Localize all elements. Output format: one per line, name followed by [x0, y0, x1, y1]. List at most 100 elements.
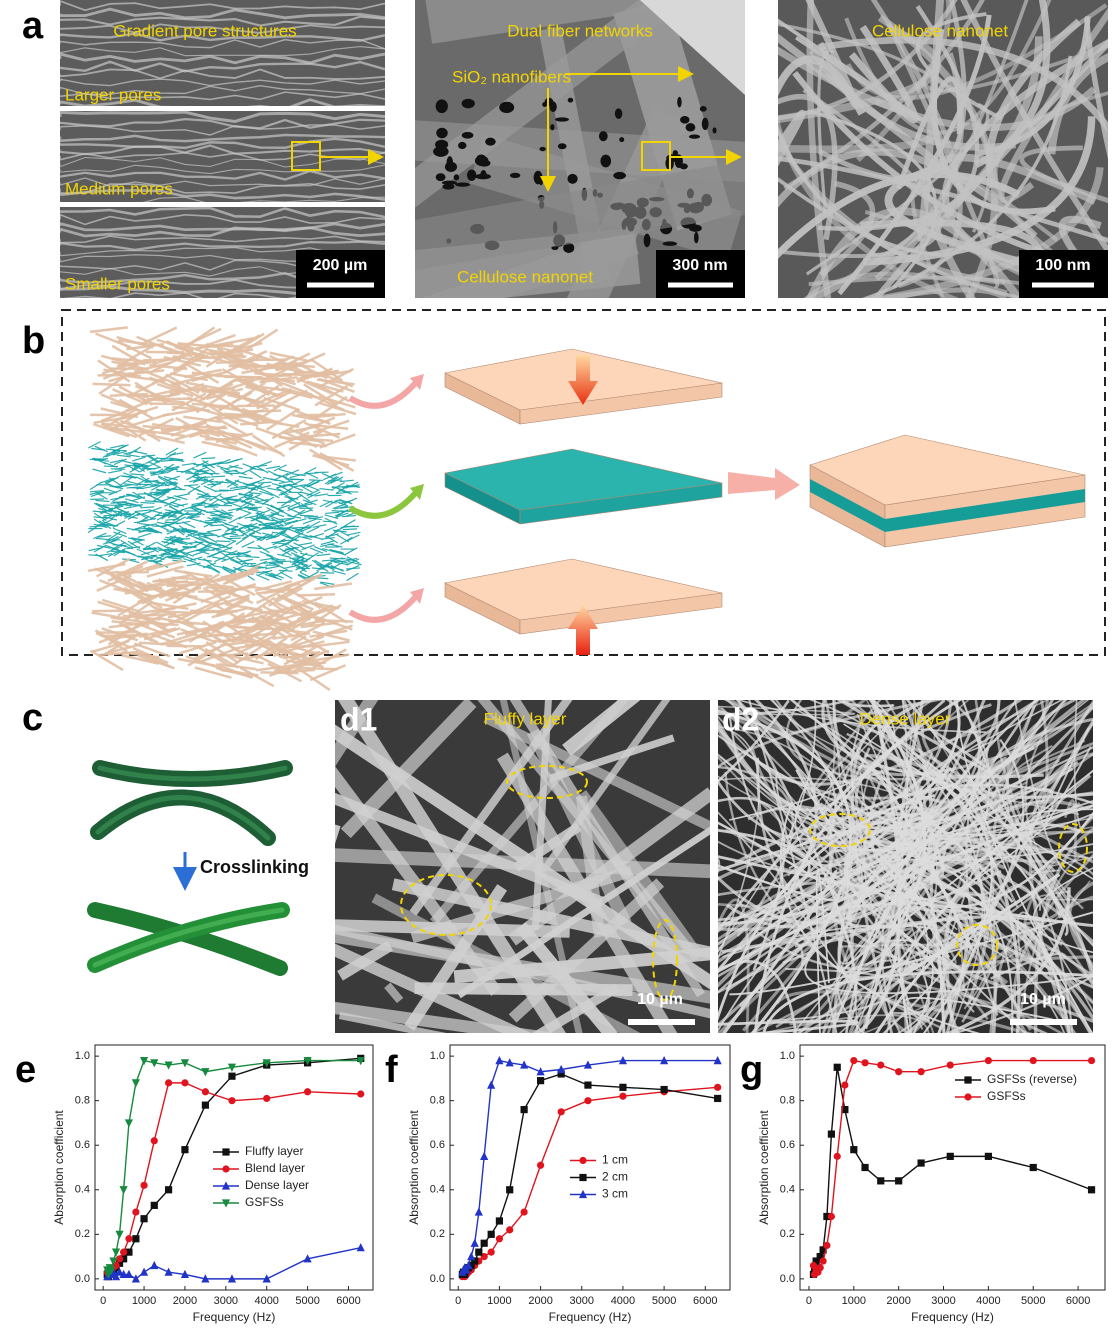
pore-wall: [60, 111, 385, 123]
micrograph: [718, 700, 1093, 1033]
fiber: [228, 465, 243, 470]
fiber: [718, 829, 811, 929]
marker: [221, 1181, 231, 1190]
fiber: [269, 662, 306, 677]
fiber: [256, 511, 270, 520]
fiber: [775, 990, 1033, 1033]
fiber: [179, 512, 194, 516]
y-tick-label: 0.2: [75, 1228, 90, 1240]
fiber: [258, 522, 273, 527]
fiber: [264, 565, 279, 570]
marker: [495, 1235, 504, 1243]
fiber: [194, 540, 208, 547]
fiber: [215, 462, 230, 465]
fiber: [245, 328, 279, 352]
marker: [917, 1159, 925, 1167]
pore-wall: [60, 15, 385, 27]
fiber: [196, 476, 211, 479]
marker: [124, 1269, 134, 1279]
fiber: [140, 475, 153, 485]
fiber: [817, 49, 835, 215]
fiber: [203, 485, 217, 493]
x-tick-label: 5000: [295, 1295, 319, 1307]
fiber: [222, 567, 236, 574]
marker: [120, 1248, 128, 1256]
marker: [850, 1146, 858, 1154]
fiber: [112, 388, 148, 406]
fiber: [92, 422, 130, 438]
pore-wall: [60, 133, 385, 143]
pore: [614, 108, 623, 119]
marker: [619, 1083, 627, 1091]
fiber: [778, 0, 958, 121]
pore-wall: [60, 68, 385, 80]
fiber: [336, 534, 349, 543]
fiber: [288, 430, 323, 451]
fiber: [155, 524, 169, 531]
fiber: [267, 487, 282, 492]
pore: [550, 124, 555, 131]
marker: [303, 1088, 312, 1096]
press-arrow: [568, 355, 598, 405]
fiber: [150, 601, 189, 611]
fiber: [198, 536, 212, 544]
pore-wall: [60, 60, 385, 73]
x-tick-label: 5000: [652, 1295, 676, 1307]
fiber: [109, 632, 148, 641]
fiber: [168, 555, 183, 558]
fiber: [321, 472, 336, 480]
fiber: [123, 472, 137, 479]
fiber: [215, 585, 253, 596]
fiber: [169, 452, 184, 456]
fiber: [315, 618, 354, 623]
fiber: [307, 520, 321, 529]
scale-label: 200 µm: [313, 257, 368, 274]
fiber: [292, 649, 330, 665]
fiber: [718, 859, 935, 925]
fiber: [300, 666, 339, 671]
fiber: [239, 492, 253, 500]
fiber: [844, 918, 1093, 1023]
fiber: [170, 372, 208, 382]
series-line: [106, 1057, 361, 1279]
marker: [506, 1186, 514, 1194]
fiber: [279, 571, 293, 580]
fiber: [178, 641, 216, 655]
fiber: [110, 501, 125, 504]
fiber: [143, 485, 158, 489]
y-tick-label: 0.8: [780, 1095, 795, 1107]
fiber: [1028, 752, 1093, 1033]
fiber: [123, 505, 138, 510]
fiber: [215, 565, 229, 570]
fiber: [193, 451, 207, 459]
fiber: [296, 567, 311, 570]
fiber: [329, 548, 344, 554]
fiber: [760, 1014, 930, 1033]
fiber: [275, 387, 313, 400]
x-tick-label: 2000: [886, 1295, 910, 1307]
fiber: [323, 525, 338, 533]
fiber: [334, 558, 349, 564]
pore: [509, 172, 521, 179]
fiber: [188, 556, 203, 562]
fiber: [320, 536, 335, 540]
fiber: [277, 553, 291, 558]
fiber: [104, 524, 119, 527]
fiber: [307, 491, 321, 499]
pore: [539, 146, 546, 152]
fiber: [249, 508, 264, 514]
fiber: [320, 540, 335, 546]
fiber: [272, 389, 308, 409]
fiber: [109, 444, 124, 449]
fiber: [324, 475, 338, 485]
fiber: [193, 641, 229, 661]
fiber: [718, 729, 760, 961]
fiber: [933, 700, 1050, 743]
marker: [1029, 1163, 1037, 1172]
marker: [164, 1186, 173, 1194]
fiber: [718, 767, 952, 841]
fiber: [101, 566, 135, 589]
fiber: [158, 602, 197, 613]
fiber: [806, 0, 832, 298]
pore-wall: [60, 156, 385, 168]
